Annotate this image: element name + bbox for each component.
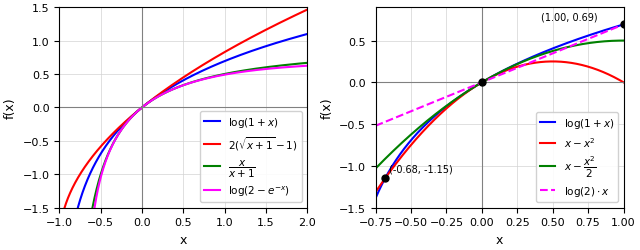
$\log(1 + x)$	[99, 150, 106, 153]
$\log(1 + x)$	[477, 82, 485, 85]
$x - x^2$	[400, 152, 408, 156]
$x - \dfrac{x^2}{2}$	[588, 42, 596, 45]
$\log(1 + x)$	[467, 88, 474, 91]
X-axis label: x: x	[180, 233, 187, 246]
$\log(2) \cdot x$	[615, 26, 623, 29]
$\log(1 + x)$	[415, 131, 422, 134]
Line: $\log(2) \cdot x$: $\log(2) \cdot x$	[376, 25, 623, 126]
$\dfrac{x}{x+1}$	[303, 62, 311, 65]
$\log(2) \cdot x$	[588, 37, 596, 40]
$\dfrac{x}{x+1}$	[99, 166, 107, 169]
X-axis label: x: x	[496, 233, 503, 246]
$\log(2) \cdot x$	[372, 125, 380, 128]
Line: $2(\sqrt{x+1} - 1)$: $2(\sqrt{x+1} - 1)$	[60, 10, 307, 241]
$x - \dfrac{x^2}{2}$	[615, 40, 623, 43]
$\log(1 + x)$	[372, 197, 380, 200]
$2(\sqrt{x+1} - 1)$	[56, 239, 63, 242]
$\log(2 - e^{-x})$	[106, 149, 114, 152]
$2(\sqrt{x+1} - 1)$	[299, 11, 307, 14]
$x - x^2$	[588, 67, 596, 70]
Line: $\dfrac{x}{x+1}$: $\dfrac{x}{x+1}$	[93, 64, 307, 208]
$x - x^2$	[467, 88, 474, 92]
$\log(2 - e^{-x})$	[303, 65, 311, 68]
$x - \dfrac{x^2}{2}$	[477, 82, 485, 85]
$\log(1 + x)$	[620, 24, 627, 27]
$\log(2) \cdot x$	[467, 86, 474, 89]
Text: (1.00, 0.69): (1.00, 0.69)	[541, 12, 598, 22]
$x - \dfrac{x^2}{2}$	[467, 88, 474, 91]
$\dfrac{x}{x+1}$	[162, 92, 170, 95]
$2(\sqrt{x+1} - 1)$	[99, 144, 106, 146]
$x - \dfrac{x^2}{2}$	[415, 127, 422, 130]
$2(\sqrt{x+1} - 1)$	[150, 97, 158, 100]
$\dfrac{x}{x+1}$	[272, 65, 280, 68]
$\log(1 + x)$	[272, 42, 280, 45]
$\log(1 + x)$	[615, 25, 623, 28]
$\log(1 + x)$	[400, 148, 408, 151]
$x - x^2$	[615, 79, 623, 82]
$2(\sqrt{x+1} - 1)$	[161, 89, 169, 92]
Y-axis label: f(x): f(x)	[321, 97, 333, 119]
$2(\sqrt{x+1} - 1)$	[84, 162, 92, 165]
$x - x^2$	[415, 135, 422, 138]
$x - x^2$	[549, 61, 557, 64]
$\log(1 + x)$	[161, 90, 169, 93]
Legend: $\log(1 + x)$, $2(\sqrt{x+1} - 1)$, $\dfrac{x}{x+1}$, $\log(2 - e^{-x})$: $\log(1 + x)$, $2(\sqrt{x+1} - 1)$, $\df…	[200, 112, 302, 202]
$\log(2) \cdot x$	[415, 107, 422, 110]
$\log(2 - e^{-x})$	[176, 86, 184, 89]
$\log(2 - e^{-x})$	[299, 65, 307, 68]
$\log(1 + x)$	[588, 34, 596, 37]
$x - x^2$	[620, 82, 627, 84]
$x - \dfrac{x^2}{2}$	[400, 140, 408, 143]
Legend: $\log(1 + x)$, $x - x^2$, $x - \dfrac{x^2}{2}$, $\log(2) \cdot x$: $\log(1 + x)$, $x - x^2$, $x - \dfrac{x^…	[536, 112, 618, 202]
$x - x^2$	[372, 191, 380, 194]
$\log(2 - e^{-x})$	[275, 67, 283, 70]
Line: $\log(2 - e^{-x})$: $\log(2 - e^{-x})$	[84, 66, 307, 250]
$\log(2) \cdot x$	[400, 113, 408, 116]
$\log(1 + x)$	[303, 33, 311, 36]
$x - \dfrac{x^2}{2}$	[620, 40, 627, 43]
$\dfrac{x}{x+1}$	[299, 62, 307, 66]
Line: $x - \dfrac{x^2}{2}$: $x - \dfrac{x^2}{2}$	[376, 42, 623, 169]
$\log(2 - e^{-x})$	[166, 90, 174, 92]
$\log(1 + x)$	[84, 178, 92, 181]
$x - x^2$	[477, 82, 485, 85]
$\log(1 + x)$	[299, 35, 307, 38]
$x - \dfrac{x^2}{2}$	[372, 167, 380, 170]
$\log(2 - e^{-x})$	[120, 126, 127, 129]
Line: $x - x^2$: $x - x^2$	[376, 62, 623, 192]
Text: (-0.68, -1.15): (-0.68, -1.15)	[389, 164, 453, 174]
$\log(2) \cdot x$	[477, 82, 485, 85]
$\log(2) \cdot x$	[620, 24, 627, 27]
$2(\sqrt{x+1} - 1)$	[272, 24, 280, 27]
Line: $\log(1 + x)$: $\log(1 + x)$	[376, 25, 623, 198]
Y-axis label: f(x): f(x)	[4, 97, 17, 119]
$2(\sqrt{x+1} - 1)$	[303, 9, 311, 12]
$\dfrac{x}{x+1}$	[151, 98, 159, 100]
$\log(1 + x)$	[150, 97, 158, 100]
Line: $\log(1 + x)$: $\log(1 + x)$	[60, 35, 307, 250]
